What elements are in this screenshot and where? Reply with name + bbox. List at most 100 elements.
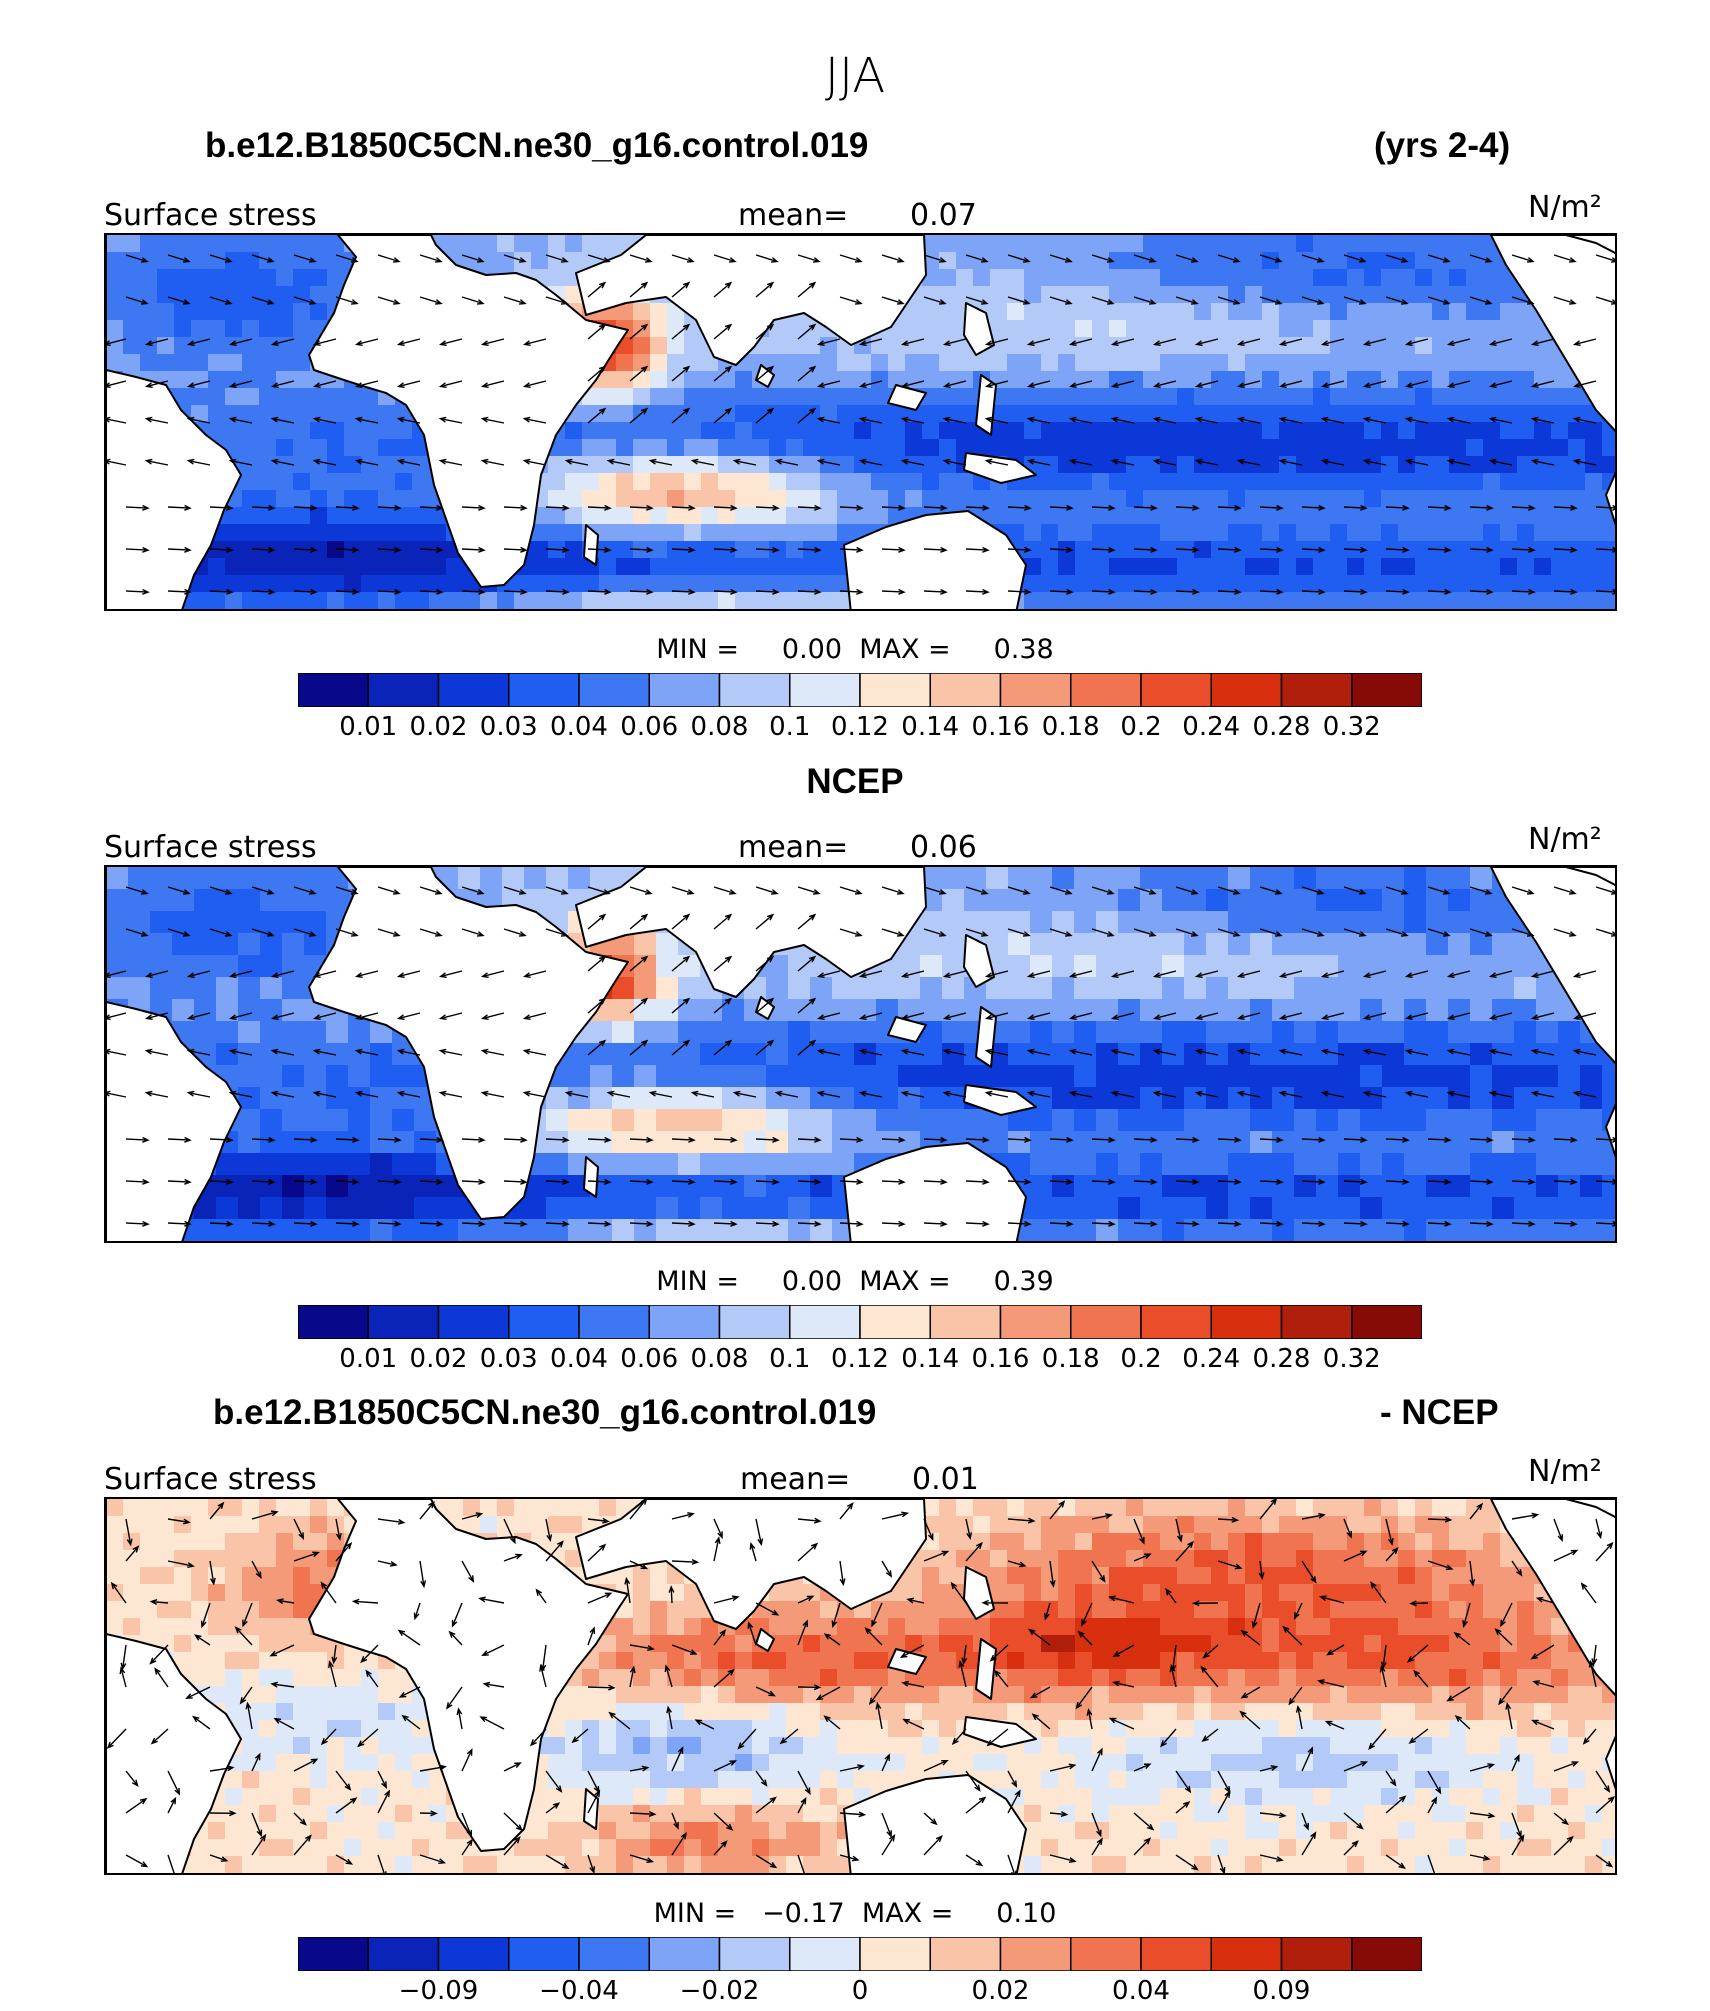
field-cell [1074, 1241, 1097, 1243]
field-cell [1184, 977, 1207, 1000]
field-cell [1092, 269, 1110, 287]
field-cell [123, 1499, 141, 1517]
field-cell [1500, 490, 1518, 508]
stress-vector [923, 886, 947, 895]
field-cell [986, 1065, 1009, 1088]
field-cell [1074, 977, 1097, 1000]
field-cell [106, 286, 124, 304]
field-cell [174, 1567, 192, 1585]
field-cell [656, 977, 679, 1000]
field-cell [1194, 422, 1212, 440]
field-cell [766, 1021, 789, 1044]
field-cell [766, 955, 789, 978]
field-cell [172, 1241, 195, 1243]
field-cell [820, 405, 838, 423]
field-cell [1568, 575, 1586, 593]
field-cell [920, 1241, 943, 1243]
field-cell [744, 1131, 767, 1154]
field-cell [395, 524, 413, 542]
field-cell [260, 977, 283, 1000]
field-cell [1449, 558, 1467, 576]
stress-vector [965, 504, 990, 511]
field-cell [1245, 1601, 1263, 1619]
colorbar-box-1 [367, 673, 440, 707]
field-cell [1162, 977, 1185, 1000]
field-cell [1272, 1219, 1295, 1241]
field-cell [735, 388, 753, 406]
field-cell [922, 473, 940, 491]
field-cell [1041, 1516, 1059, 1534]
field-cell [1483, 1652, 1501, 1670]
field-cell [701, 1652, 719, 1670]
field-cell [1262, 473, 1280, 491]
field-cell [293, 507, 311, 525]
field-cell [1184, 1021, 1207, 1044]
stress-vector [1385, 504, 1410, 511]
field-cell [1426, 1219, 1449, 1241]
field-cell [1483, 524, 1501, 542]
stress-vector [1530, 970, 1555, 979]
field-cell [612, 1153, 635, 1176]
field-cell [990, 1618, 1008, 1636]
field-cell [1211, 592, 1229, 609]
field-cell [1426, 1197, 1449, 1220]
field-cell [1296, 286, 1314, 304]
stress-vector [293, 504, 318, 511]
field-cell [1415, 388, 1433, 406]
field-cell [282, 1175, 305, 1198]
field-cell [684, 456, 702, 474]
field-cell [1279, 320, 1297, 338]
field-cell [1041, 1499, 1059, 1517]
field-cell [1492, 1241, 1515, 1243]
field-cell [216, 1043, 239, 1066]
colorbar-tick-label: 0.32 [1322, 1344, 1381, 1374]
field-cell [1228, 439, 1246, 457]
field-cell [1118, 955, 1141, 978]
field-cell [327, 422, 345, 440]
field-cell [633, 1584, 651, 1602]
field-cell [1398, 1499, 1416, 1517]
field-cell [744, 1065, 767, 1088]
field-cell [1415, 1635, 1433, 1653]
field-cell [414, 1153, 437, 1176]
field-cell [832, 1153, 855, 1176]
field-cell [208, 1533, 226, 1551]
field-cell [1143, 235, 1161, 253]
stress-vector [1343, 1178, 1368, 1185]
field-cell [276, 524, 294, 542]
field-cell [1118, 1175, 1141, 1198]
field-cell [922, 456, 940, 474]
field-cell [174, 320, 192, 338]
field-cell [1330, 235, 1348, 253]
field-cell [1211, 524, 1229, 542]
stress-vector [1553, 588, 1578, 595]
field-cell [786, 388, 804, 406]
stress-vector [1385, 928, 1409, 937]
field-cell [1143, 439, 1161, 457]
field-cell [392, 1087, 415, 1110]
field-cell [123, 337, 141, 355]
field-cell [990, 1533, 1008, 1551]
field-cell [282, 1109, 305, 1132]
field-cell [803, 473, 821, 491]
stress-vector [186, 416, 211, 424]
stress-vector [1133, 886, 1157, 895]
field-cell [684, 609, 702, 611]
field-cell [1279, 1567, 1297, 1585]
stress-vector [1068, 416, 1093, 424]
field-cell [1228, 1635, 1246, 1653]
field-cell [1551, 609, 1569, 611]
field-cell [344, 490, 362, 508]
field-cell [568, 867, 591, 890]
field-cell [820, 592, 838, 609]
stress-vector [228, 970, 253, 979]
field-cell [1398, 388, 1416, 406]
field-cell [1177, 1618, 1195, 1636]
field-cell [174, 354, 192, 372]
field-cell [1058, 507, 1076, 525]
field-cell [752, 490, 770, 508]
field-cell [546, 1197, 569, 1220]
stress-vector [1488, 380, 1513, 389]
field-cell [344, 439, 362, 457]
field-cell [293, 405, 311, 423]
